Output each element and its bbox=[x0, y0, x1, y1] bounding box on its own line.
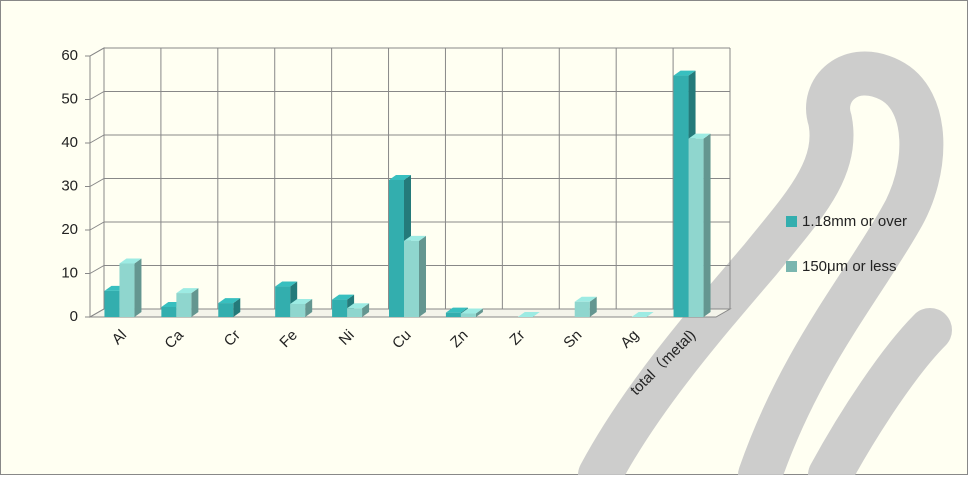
bar bbox=[332, 299, 348, 317]
bar-top bbox=[347, 303, 370, 309]
bar-side bbox=[703, 133, 711, 317]
bar bbox=[389, 179, 404, 317]
bar bbox=[673, 75, 689, 317]
legend-label: 150μm or less bbox=[802, 258, 897, 275]
bar-side bbox=[419, 235, 426, 317]
bar bbox=[347, 308, 363, 317]
bar-top bbox=[218, 298, 241, 304]
bar bbox=[460, 313, 476, 317]
y-tick-label: 60 bbox=[61, 47, 78, 64]
y-tick-label: 20 bbox=[61, 221, 78, 238]
bar bbox=[218, 303, 234, 317]
bar bbox=[104, 290, 120, 317]
y-tick-label: 30 bbox=[61, 177, 78, 194]
bar-top bbox=[574, 296, 597, 302]
bar-side bbox=[475, 308, 483, 317]
bar bbox=[404, 240, 419, 317]
bar-top bbox=[460, 308, 483, 314]
bar bbox=[275, 286, 291, 317]
bar-top bbox=[290, 298, 313, 304]
bar-top bbox=[389, 174, 411, 180]
bar-top bbox=[275, 281, 298, 287]
bar bbox=[119, 263, 135, 317]
legend-swatch bbox=[786, 216, 797, 227]
bar-top bbox=[688, 133, 711, 139]
bar-side bbox=[305, 298, 313, 317]
bar-side bbox=[233, 298, 241, 317]
bar-top bbox=[445, 307, 468, 313]
bar-top bbox=[332, 294, 355, 300]
bar bbox=[290, 303, 306, 317]
y-tick-label: 40 bbox=[61, 134, 78, 151]
bar bbox=[445, 312, 461, 317]
bar bbox=[176, 293, 192, 317]
bar bbox=[161, 306, 177, 317]
y-tick-label: 10 bbox=[61, 264, 78, 281]
bar-side bbox=[362, 303, 370, 317]
y-tick-label: 50 bbox=[61, 90, 78, 107]
bar-side bbox=[191, 288, 199, 317]
bar-side bbox=[589, 296, 597, 317]
bar-side bbox=[134, 258, 142, 317]
legend-swatch bbox=[786, 261, 797, 272]
legend-label: 1.18mm or over bbox=[802, 213, 907, 230]
bar bbox=[688, 138, 704, 317]
bar-top bbox=[631, 312, 654, 317]
y-tick-label: 0 bbox=[70, 308, 78, 325]
bar-top bbox=[404, 235, 426, 241]
bar-top bbox=[673, 70, 696, 76]
bar-top bbox=[119, 258, 142, 264]
bar-top bbox=[176, 288, 199, 294]
bar bbox=[574, 301, 590, 317]
bar-top bbox=[517, 312, 540, 317]
